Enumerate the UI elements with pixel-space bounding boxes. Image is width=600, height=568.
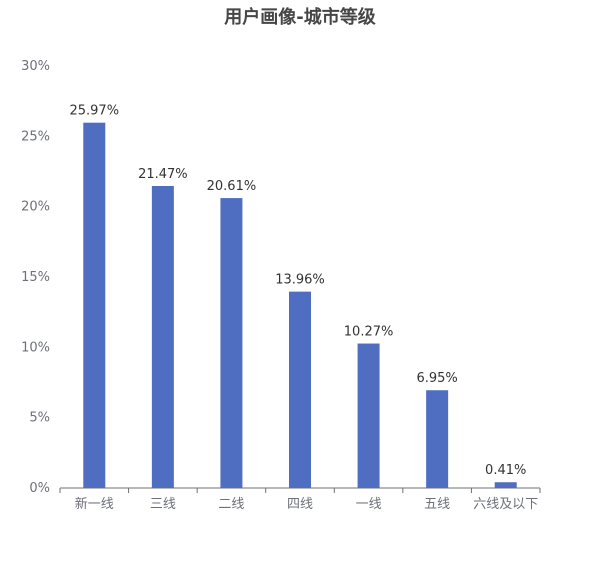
bar xyxy=(494,482,517,488)
bar xyxy=(357,343,380,488)
bar xyxy=(151,185,174,489)
data-label: 20.61% xyxy=(207,179,257,194)
chart-title: 用户画像-城市等级 xyxy=(224,6,376,28)
data-labels-group: 25.97% 21.47% 20.61% 13.96% 10.27% 6.95% 0.41% xyxy=(69,104,526,479)
x-tick-label: 新一线 xyxy=(75,496,114,512)
x-tick-label: 二线 xyxy=(218,497,244,512)
y-tick-label: 0% xyxy=(29,481,50,496)
y-axis: 0% 5% 10% 15% 20% 25% 30% xyxy=(21,59,50,496)
x-tick-label: 五线 xyxy=(424,497,450,512)
bar xyxy=(426,390,449,488)
data-label: 0.41% xyxy=(485,463,526,478)
x-tick-label: 一线 xyxy=(356,497,382,512)
data-label: 25.97% xyxy=(69,104,119,119)
bar xyxy=(83,122,106,489)
bar xyxy=(289,291,311,488)
x-tick-label: 六线及以下 xyxy=(473,497,538,512)
y-tick-label: 10% xyxy=(21,340,50,355)
data-label: 6.95% xyxy=(416,371,457,386)
x-tick-label: 四线 xyxy=(287,497,313,512)
x-axis: 新一线 三线 二线 四线 一线 五线 六线及以下 xyxy=(59,487,541,512)
data-label: 21.47% xyxy=(138,167,188,182)
y-tick-label: 30% xyxy=(21,59,50,74)
bar xyxy=(220,198,243,488)
data-label: 10.27% xyxy=(344,325,394,340)
data-label: 13.96% xyxy=(275,273,325,288)
y-tick-label: 25% xyxy=(21,129,50,144)
y-tick-label: 15% xyxy=(21,270,50,285)
y-tick-label: 20% xyxy=(21,200,50,215)
bars-group xyxy=(83,122,517,489)
x-tick-label: 三线 xyxy=(150,497,176,512)
y-tick-label: 5% xyxy=(29,411,50,426)
